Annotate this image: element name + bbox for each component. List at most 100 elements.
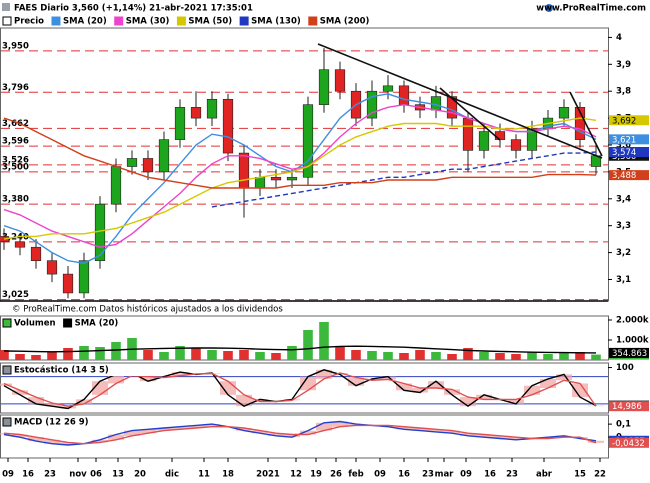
candle-body xyxy=(270,176,282,181)
fill-band xyxy=(572,383,588,398)
x-tick-label: 16 xyxy=(484,470,496,480)
fill-band xyxy=(540,378,556,388)
fill-band xyxy=(300,430,316,435)
legend-label: Precio xyxy=(14,17,44,27)
legend-label: SMA (20) xyxy=(63,17,107,27)
x-tick-label: 13 xyxy=(112,470,124,480)
y-tick-label: 1.000k xyxy=(616,336,649,346)
legend-swatch xyxy=(2,417,12,427)
series-line xyxy=(3,372,597,407)
x-tick-label: dic xyxy=(165,470,179,480)
candle-body xyxy=(46,260,58,275)
candle-body xyxy=(334,69,346,92)
fill-band xyxy=(444,389,460,395)
fill-band xyxy=(76,399,92,404)
trendline xyxy=(317,43,603,159)
volume-bar xyxy=(111,342,121,360)
y-tick-label: 3,4 xyxy=(616,194,631,204)
footer: © ProRealTime.com Datos históricos ajust… xyxy=(12,304,283,315)
fill-band xyxy=(236,394,252,407)
x-tick-label: 23 xyxy=(506,470,518,480)
volume-bar xyxy=(31,355,41,360)
candle-body xyxy=(254,176,266,189)
level-label: 3,500 xyxy=(2,162,29,172)
fill-band xyxy=(172,372,188,376)
fill-band xyxy=(108,374,124,384)
candle-body xyxy=(382,85,394,92)
legend-bg xyxy=(1,416,151,428)
legend-label: SMA (30) xyxy=(126,17,170,27)
volume-bar xyxy=(559,353,569,360)
fill-band xyxy=(44,439,60,444)
volume-bar xyxy=(399,353,409,360)
site-name: www.ProRealTime.com xyxy=(536,4,646,14)
volume-bar xyxy=(79,346,89,360)
candle-body xyxy=(30,246,42,261)
legend-swatch xyxy=(176,16,186,26)
legend-label: SMA (200) xyxy=(320,17,370,27)
fill-band xyxy=(252,399,268,402)
fill-band xyxy=(156,428,172,431)
volume-bar xyxy=(367,351,377,360)
legend-label: SMA (50) xyxy=(188,17,232,27)
fill-band xyxy=(444,430,460,434)
fill-band xyxy=(396,383,412,391)
volume-bar xyxy=(463,348,473,360)
x-tick-label: nov xyxy=(69,470,87,480)
legend-label: MACD (12 26 9) xyxy=(14,418,89,428)
volume-bar xyxy=(239,350,249,360)
candle-body xyxy=(318,69,330,105)
y-tick-label: 3,1 xyxy=(616,275,631,285)
x-tick-label: 09 xyxy=(460,470,472,480)
volume-bar xyxy=(415,350,425,360)
volume-bar xyxy=(191,348,201,360)
value-tag xyxy=(609,170,649,181)
candle-body xyxy=(110,166,122,205)
y-tick-label: 4 xyxy=(616,33,622,43)
legend-swatch xyxy=(114,16,124,26)
candle-body xyxy=(142,158,154,173)
candle-body xyxy=(478,131,490,151)
legend-bg xyxy=(1,15,373,27)
x-tick-label: 20 xyxy=(134,470,146,480)
legend-label: Volumen xyxy=(14,319,56,329)
level-label: 3,380 xyxy=(2,195,29,205)
fill-band xyxy=(428,429,444,432)
volume-bar xyxy=(479,352,489,360)
fill-band xyxy=(28,397,44,404)
fill-band xyxy=(476,394,492,400)
x-tick-label: abr xyxy=(536,470,553,480)
volume-bar xyxy=(143,350,153,360)
volume-bar xyxy=(591,354,601,360)
fill-band xyxy=(284,434,300,438)
value-tag-label: 354.863 xyxy=(612,349,647,359)
fill-band xyxy=(316,422,332,431)
volume-bar xyxy=(495,353,505,360)
candle-body xyxy=(206,98,218,119)
candle-body xyxy=(174,107,186,140)
legend-label: SMA (20) xyxy=(75,319,119,329)
legend-label: SMA (130) xyxy=(251,17,301,27)
volume-bar xyxy=(63,348,73,360)
volume-bar xyxy=(447,354,457,360)
fill-band xyxy=(140,429,156,434)
fill-band xyxy=(332,421,348,427)
legend-swatch xyxy=(63,318,73,328)
series-line xyxy=(3,117,597,189)
fill-band xyxy=(508,399,524,404)
volume-bar xyxy=(431,352,441,360)
fill-band xyxy=(28,437,44,442)
volume-bar xyxy=(335,346,345,360)
x-tick-label: 11 xyxy=(198,470,210,480)
trendline xyxy=(569,91,603,157)
level-label: 3,950 xyxy=(2,41,29,51)
fill-band xyxy=(60,442,76,445)
value-tag-label: 3,574 xyxy=(612,148,636,158)
candle-body xyxy=(126,158,138,167)
x-tick-label: 16 xyxy=(22,470,34,480)
x-tick-label: 15 xyxy=(574,470,586,480)
x-tick-label: 2021 xyxy=(256,470,280,480)
volume-bar xyxy=(351,350,361,360)
plot-layer: 43,93,83,73,63,53,43,33,23,13,9503,7963,… xyxy=(0,15,649,480)
y-tick-label: 3,2 xyxy=(616,248,631,258)
